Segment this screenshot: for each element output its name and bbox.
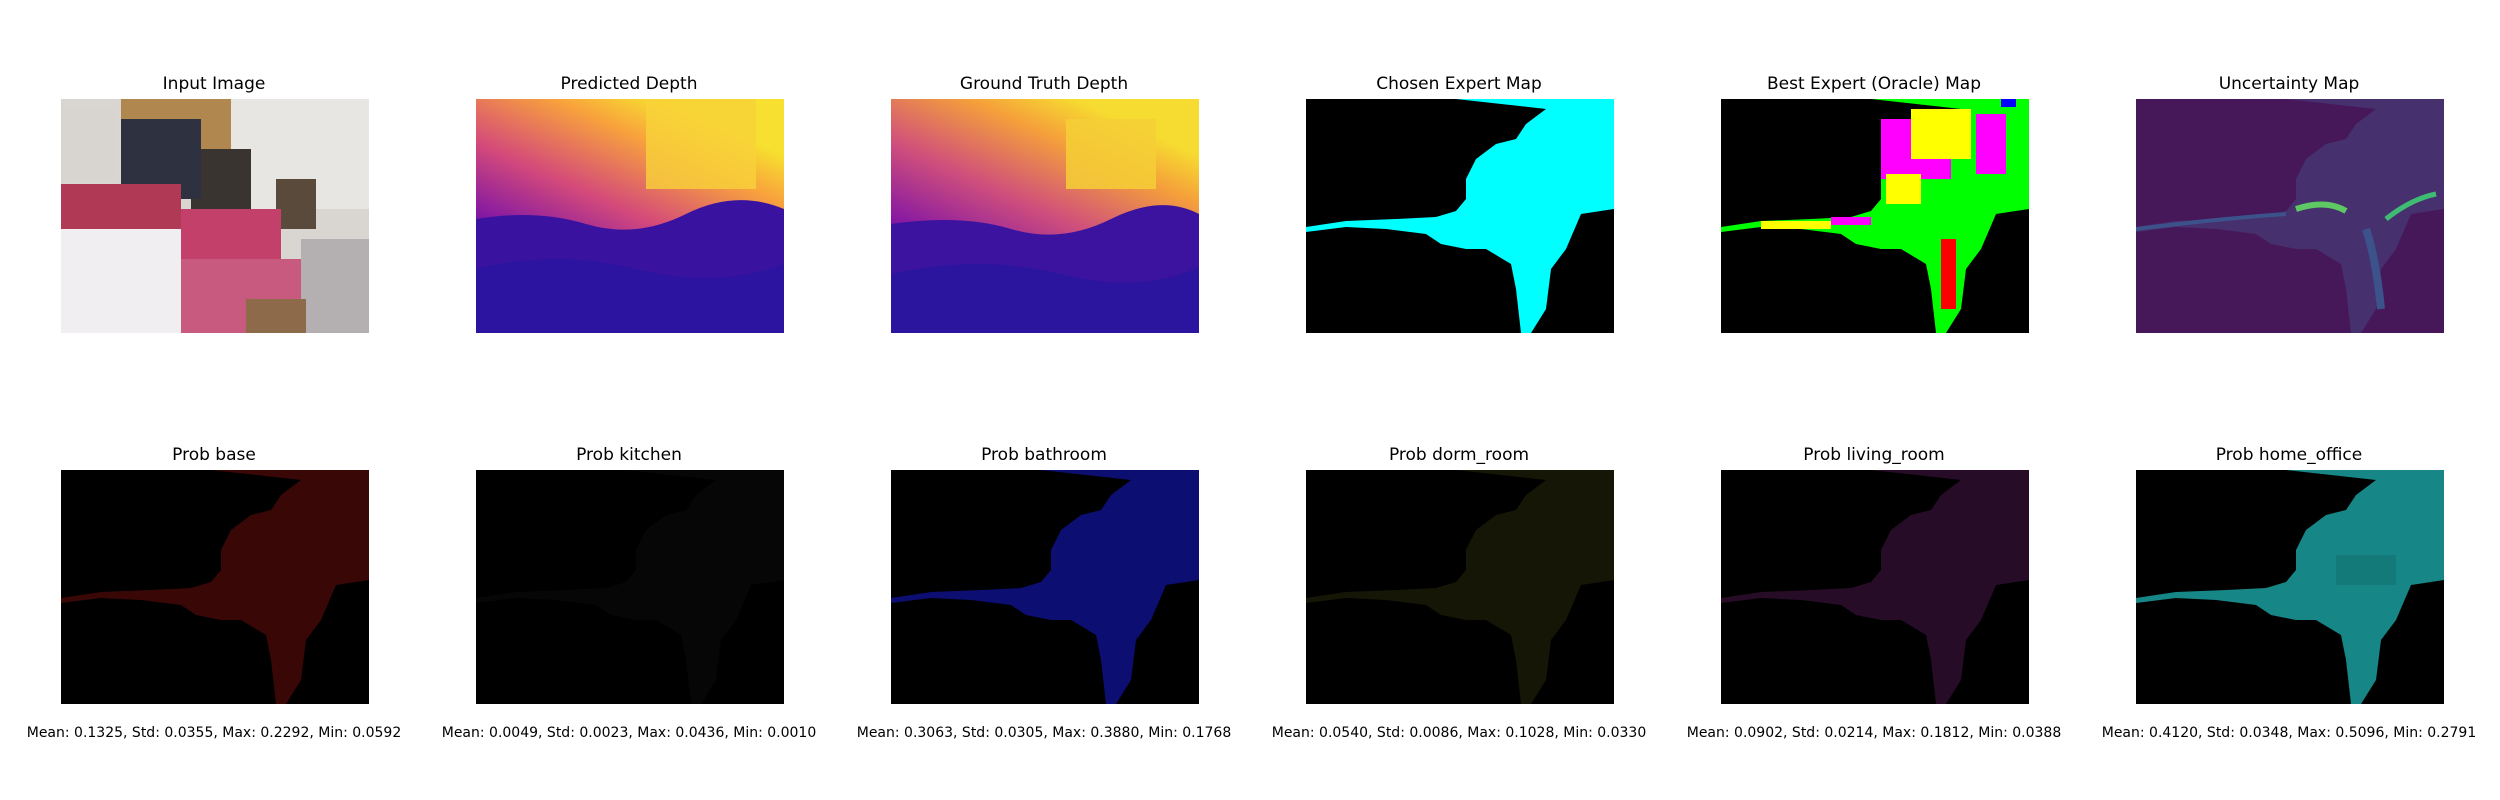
stats-prob-living-room: Mean: 0.0902, Std: 0.0214, Max: 0.1812, … [1686,725,2062,741]
prob-base-panel [61,470,369,704]
prob-dorm-room-panel [1306,470,1614,704]
chosen-expert-panel [1306,99,1614,333]
ground-truth-depth-panel [891,99,1199,333]
chosen-expert-map [1306,99,1614,333]
oracle-expert-map [1721,99,2029,333]
prob-bathroom-map [891,470,1199,704]
title-chosen-expert-map: Chosen Expert Map [1376,74,1542,94]
stats-prob-kitchen: Mean: 0.0049, Std: 0.0023, Max: 0.0436, … [441,725,817,741]
title-predicted-depth: Predicted Depth [560,74,698,94]
stats-prob-dorm-room: Mean: 0.0540, Std: 0.0086, Max: 0.1028, … [1271,725,1647,741]
prob-home-office-map [2136,470,2444,704]
prob-kitchen-panel [476,470,784,704]
stats-prob-bathroom: Mean: 0.3063, Std: 0.0305, Max: 0.3880, … [856,725,1232,741]
prob-bathroom-panel [891,470,1199,704]
prob-dorm-room-map [1306,470,1614,704]
stats-prob-home-office: Mean: 0.4120, Std: 0.0348, Max: 0.5096, … [2101,725,2477,741]
title-uncertainty-map: Uncertainty Map [2218,74,2360,94]
title-ground-truth-depth: Ground Truth Depth [959,74,1129,94]
uncertainty-panel [2136,99,2444,333]
oracle-expert-panel [1721,99,2029,333]
prob-living-room-panel [1721,470,2029,704]
title-input-image: Input Image [162,74,266,94]
prob-living-room-map [1721,470,2029,704]
input-image [61,99,369,333]
prob-kitchen-map [476,470,784,704]
uncertainty-map [2136,99,2444,333]
prob-home-office-panel [2136,470,2444,704]
title-best-expert-oracle-map: Best Expert (Oracle) Map [1766,74,1982,94]
prob-base-map [61,470,369,704]
title-prob-dorm-room: Prob dorm_room [1388,445,1530,465]
predicted-depth-panel [476,99,784,333]
title-prob-base: Prob base [172,445,256,465]
title-prob-living-room: Prob living_room [1803,445,1945,465]
title-prob-kitchen: Prob kitchen [576,445,682,465]
input-image-panel [61,99,369,333]
title-prob-home-office: Prob home_office [2215,445,2363,465]
stats-prob-base: Mean: 0.1325, Std: 0.0355, Max: 0.2292, … [26,725,402,741]
ground-truth-depth-map [891,99,1199,333]
title-prob-bathroom: Prob bathroom [981,445,1107,465]
predicted-depth-map [476,99,784,333]
